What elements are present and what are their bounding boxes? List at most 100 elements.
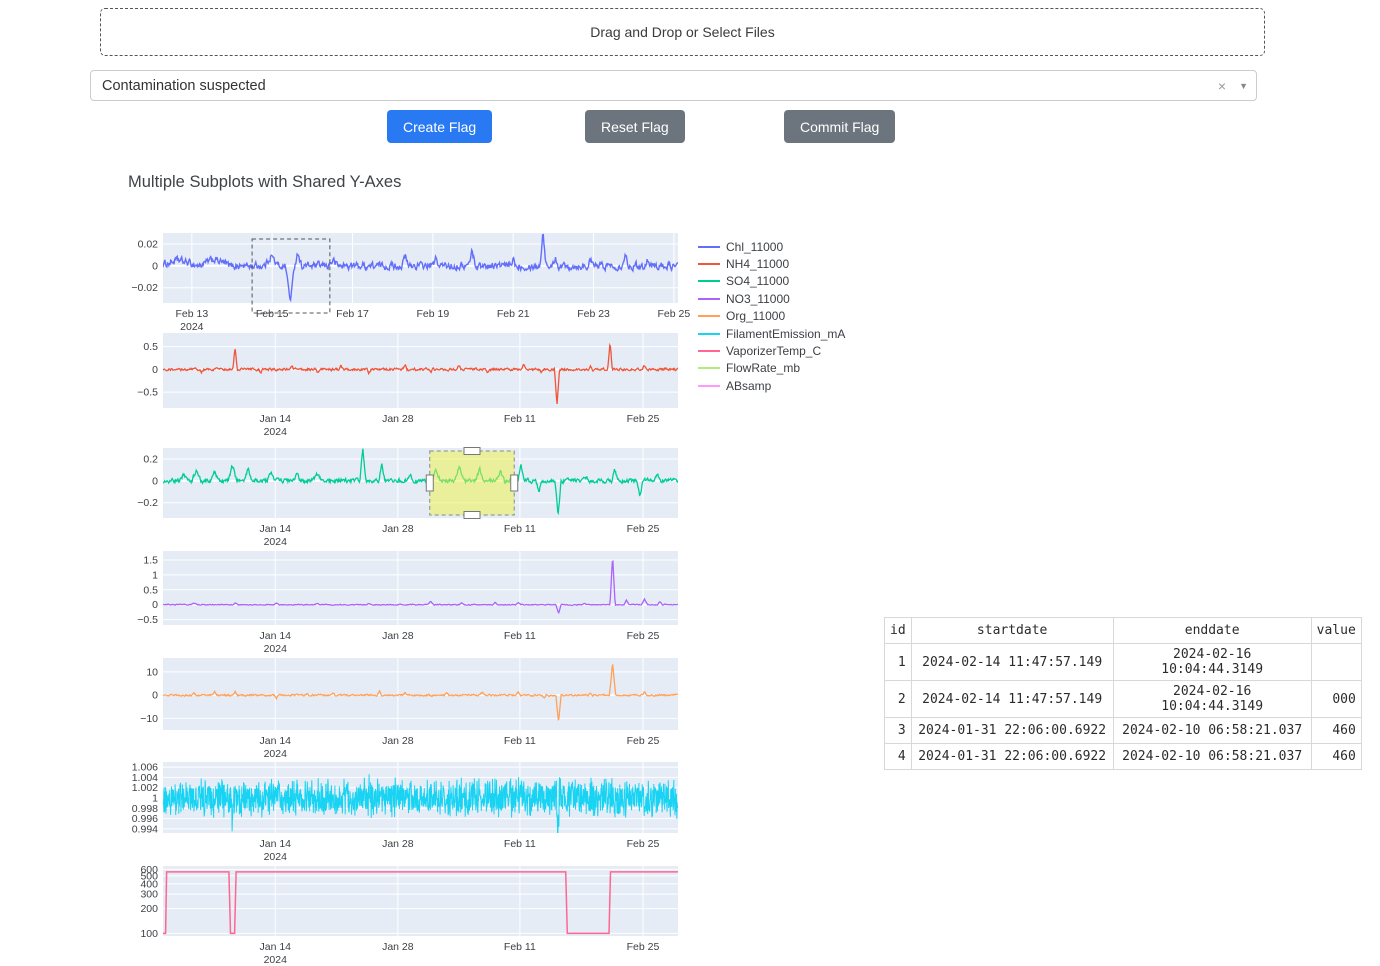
x-tick-year-label: 2024	[264, 851, 288, 863]
table-cell[interactable]: 460	[1311, 718, 1361, 744]
dropdown-caret-icon[interactable]: ▼	[1234, 81, 1248, 91]
table-cell[interactable]: 2024-02-10 06:58:21.037	[1113, 744, 1311, 770]
flag-type-select[interactable]: Contamination suspected × ▼	[90, 70, 1257, 101]
table-header-startdate: startdate	[911, 618, 1113, 644]
x-tick-label: Feb 25	[627, 838, 660, 850]
commit-flag-button[interactable]: Commit Flag	[784, 110, 895, 143]
y-tick-label: 300	[140, 889, 158, 901]
table-cell[interactable]: 2024-01-31 22:06:00.6922	[911, 718, 1113, 744]
x-tick-year-label: 2024	[264, 643, 288, 655]
table-row[interactable]: 22024-02-14 11:47:57.1492024-02-16 10:04…	[885, 681, 1362, 718]
x-tick-label: Feb 25	[627, 735, 660, 747]
flag-range-selection[interactable]	[430, 451, 514, 515]
subplot-FilamentEmission_mA[interactable]: Jan 142024Jan 28Feb 11Feb 251.0061.0041.…	[128, 762, 713, 862]
subplots-figure[interactable]: Feb 132024Feb 15Feb 17Feb 19Feb 21Feb 23…	[128, 233, 728, 963]
y-tick-label: −0.5	[137, 614, 158, 626]
x-tick-label: Feb 13	[175, 308, 208, 320]
subplot-NH4_11000[interactable]: Jan 142024Jan 28Feb 11Feb 250.50−0.5	[128, 333, 713, 433]
x-tick-label: Feb 11	[504, 941, 536, 953]
table-row[interactable]: 12024-02-14 11:47:57.1492024-02-16 10:04…	[885, 644, 1362, 681]
x-tick-label: Jan 28	[382, 413, 414, 425]
y-tick-label: 1.5	[143, 554, 158, 566]
subplot-Chl_11000[interactable]: Feb 132024Feb 15Feb 17Feb 19Feb 21Feb 23…	[128, 233, 713, 333]
y-tick-label: 200	[140, 903, 158, 915]
legend-item-Chl_11000[interactable]: Chl_11000	[698, 238, 845, 255]
subplot-SO4_11000[interactable]: Jan 142024Jan 28Feb 11Feb 250.20−0.2	[128, 448, 713, 548]
x-tick-label: Feb 11	[504, 838, 536, 850]
flag-table-container: idstartdateenddatevalue 12024-02-14 11:4…	[884, 617, 1362, 770]
dropzone-label: Drag and Drop or Select Files	[590, 24, 774, 40]
table-cell[interactable]: 2024-02-14 11:47:57.149	[911, 681, 1113, 718]
y-tick-label: −10	[140, 713, 158, 725]
legend-line-swatch	[698, 333, 720, 335]
y-tick-label: 0.5	[143, 584, 158, 596]
x-tick-label: Jan 14	[260, 523, 292, 535]
legend-item-FlowRate_mb[interactable]: FlowRate_mb	[698, 360, 845, 377]
selection-handle-top[interactable]	[464, 448, 480, 455]
table-cell[interactable]: 1	[885, 644, 912, 681]
table-cell[interactable]: 2024-02-16 10:04:44.3149	[1113, 681, 1311, 718]
legend-item-SO4_11000[interactable]: SO4_11000	[698, 273, 845, 290]
y-tick-label: 1	[152, 569, 158, 581]
table-cell[interactable]: 000	[1311, 681, 1361, 718]
legend-item-NH4_11000[interactable]: NH4_11000	[698, 255, 845, 272]
flag-select-value: Contamination suspected	[102, 78, 1210, 94]
x-tick-label: Feb 25	[627, 413, 660, 425]
reset-flag-button[interactable]: Reset Flag	[585, 110, 685, 143]
table-cell[interactable]	[1311, 644, 1361, 681]
table-cell[interactable]: 2024-01-31 22:06:00.6922	[911, 744, 1113, 770]
table-cell[interactable]: 3	[885, 718, 912, 744]
legend-label: FilamentEmission_mA	[726, 327, 845, 341]
x-tick-label: Jan 14	[260, 413, 292, 425]
x-tick-label: Feb 11	[504, 523, 536, 535]
table-cell[interactable]: 460	[1311, 744, 1361, 770]
create-flag-button[interactable]: Create Flag	[387, 110, 492, 143]
legend-label: FlowRate_mb	[726, 361, 800, 375]
legend-item-VaporizerTemp_C[interactable]: VaporizerTemp_C	[698, 342, 845, 359]
table-cell[interactable]: 2024-02-16 10:04:44.3149	[1113, 644, 1311, 681]
legend-label: NH4_11000	[726, 257, 789, 271]
legend-item-Org_11000[interactable]: Org_11000	[698, 308, 845, 325]
table-row[interactable]: 32024-01-31 22:06:00.69222024-02-10 06:5…	[885, 718, 1362, 744]
legend-line-swatch	[698, 263, 720, 265]
x-tick-label: Feb 11	[504, 630, 536, 642]
y-tick-label: 0.2	[143, 453, 158, 465]
table-cell[interactable]: 2024-02-10 06:58:21.037	[1113, 718, 1311, 744]
selection-handle-left[interactable]	[426, 475, 433, 491]
table-header-value: value	[1311, 618, 1361, 644]
x-tick-label: Feb 25	[627, 630, 660, 642]
x-tick-year-label: 2024	[264, 748, 288, 760]
clear-selection-icon[interactable]: ×	[1210, 78, 1234, 94]
subplot-VaporizerTemp_C[interactable]: Jan 142024Jan 28Feb 11Feb 25600500400300…	[128, 866, 713, 966]
legend-item-NO3_11000[interactable]: NO3_11000	[698, 290, 845, 307]
table-cell[interactable]: 2024-02-14 11:47:57.149	[911, 644, 1113, 681]
x-tick-label: Feb 11	[504, 735, 536, 747]
legend-label: VaporizerTemp_C	[726, 344, 821, 358]
x-tick-label: Feb 21	[497, 308, 530, 320]
legend-label: NO3_11000	[726, 292, 790, 306]
legend-item-ABsamp[interactable]: ABsamp	[698, 377, 845, 394]
legend-label: Org_11000	[726, 309, 785, 323]
legend-line-swatch	[698, 246, 720, 248]
y-tick-label: 0	[152, 599, 158, 611]
legend-line-swatch	[698, 298, 720, 300]
y-tick-label: 100	[140, 928, 158, 940]
y-tick-label: −0.02	[131, 282, 158, 294]
x-tick-label: Jan 14	[260, 838, 292, 850]
y-tick-label: 0	[152, 690, 158, 702]
selection-handle-bottom[interactable]	[464, 512, 480, 519]
x-tick-year-label: 2024	[180, 321, 204, 333]
x-tick-label: Jan 28	[382, 523, 414, 535]
legend-item-FilamentEmission_mA[interactable]: FilamentEmission_mA	[698, 325, 845, 342]
chart-legend: Chl_11000 NH4_11000 SO4_11000 NO3_11000 Org_…	[698, 238, 845, 395]
file-dropzone[interactable]: Drag and Drop or Select Files	[100, 8, 1265, 56]
table-cell[interactable]: 4	[885, 744, 912, 770]
legend-line-swatch	[698, 350, 720, 352]
subplot-Org_11000[interactable]: Jan 142024Jan 28Feb 11Feb 25100−10	[128, 658, 713, 758]
flag-table[interactable]: idstartdateenddatevalue 12024-02-14 11:4…	[884, 617, 1362, 770]
selection-handle-right[interactable]	[511, 475, 518, 491]
legend-line-swatch	[698, 315, 720, 317]
table-row[interactable]: 42024-01-31 22:06:00.69222024-02-10 06:5…	[885, 744, 1362, 770]
subplot-NO3_11000[interactable]: Jan 142024Jan 28Feb 11Feb 251.510.50−0.5	[128, 551, 713, 651]
table-cell[interactable]: 2	[885, 681, 912, 718]
